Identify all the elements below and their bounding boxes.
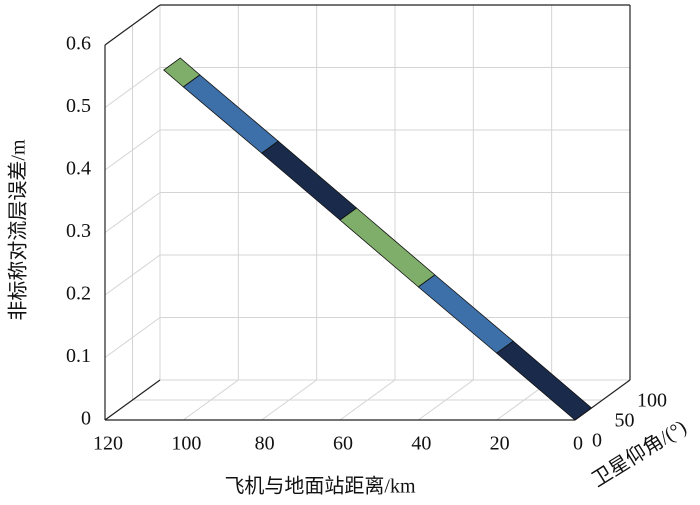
x-tick-label: 0 [573, 433, 583, 455]
z-tick-label: 0.2 [66, 283, 91, 305]
x-tick-label: 100 [171, 433, 201, 455]
surface-cell [163, 57, 201, 88]
y-axis-title: 卫星仰角/(°) [588, 415, 691, 491]
surface-cell [182, 74, 279, 154]
x-tick-label: 120 [93, 433, 123, 455]
z-tick-label: 0 [81, 408, 91, 430]
y-tick-label: 100 [637, 390, 667, 412]
x-axis-title: 飞机与地面站距离/km [224, 475, 416, 498]
z-axis-title: 非标称对流层误差/m [7, 139, 30, 321]
surface-cell [496, 340, 593, 421]
z-tick-label: 0.1 [66, 345, 91, 367]
y-tick-label: 50 [615, 410, 635, 432]
x-tick-label: 40 [411, 433, 431, 455]
z-tick-label: 0.5 [66, 95, 91, 117]
surface-cell [261, 140, 358, 221]
surface-cell [339, 207, 436, 288]
surface-cell [417, 274, 514, 354]
y-tick-label: 0 [592, 430, 602, 452]
x-tick-label: 60 [333, 433, 353, 455]
x-tick-label: 80 [255, 433, 275, 455]
box-edge [104, 4, 161, 46]
x-tick-label: 20 [490, 433, 510, 455]
box-edge [104, 379, 161, 421]
z-tick-label: 0.3 [66, 220, 91, 242]
z-tick-label: 0.6 [66, 33, 91, 55]
z-tick-label: 0.4 [66, 158, 91, 180]
